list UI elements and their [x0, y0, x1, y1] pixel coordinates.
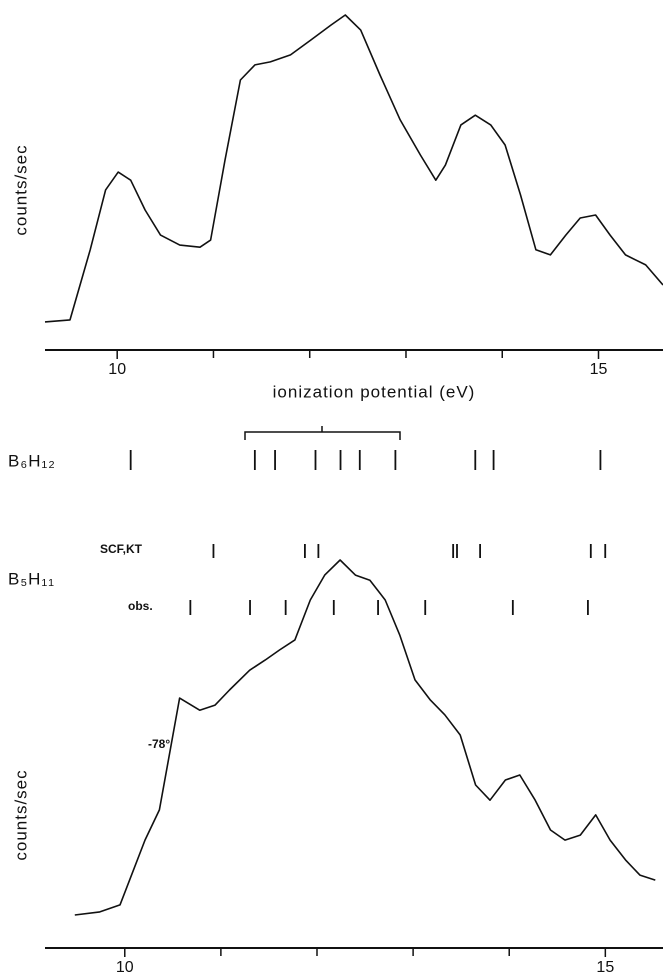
series-label: B₆H₁₂ [8, 451, 56, 470]
y-axis-label: counts/sec [11, 144, 30, 235]
spectrum-line [74, 559, 656, 916]
group-label: B₅H₁₁ [8, 569, 55, 588]
x-axis-label: ionization potential (eV) [273, 382, 476, 401]
x-tick-label: 15 [590, 361, 608, 378]
series-label: obs. [128, 599, 153, 613]
series-label: SCF,KT [100, 542, 143, 556]
x-tick-label: 10 [108, 361, 126, 378]
y-axis-label: counts/sec [11, 769, 30, 860]
annotation: -78° [148, 737, 170, 751]
bracket [244, 426, 401, 440]
x-tick-label: 10 [116, 959, 134, 976]
x-tick-label: 15 [596, 959, 614, 976]
spectrum-line [44, 14, 663, 323]
